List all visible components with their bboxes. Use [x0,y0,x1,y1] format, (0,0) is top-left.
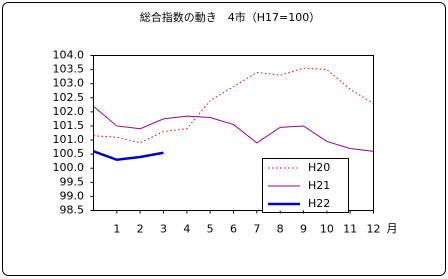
legend-label: H20 [308,161,330,174]
y-tick-label: 98.5 [60,204,85,217]
series-line [93,67,374,144]
y-tick-label: 103.5 [53,63,85,76]
series-line [93,105,374,152]
y-tick-label: 99.5 [60,175,85,188]
x-tick-label: 2 [137,223,144,236]
x-tick-label: 8 [277,223,284,236]
y-tick-label: 100.0 [53,161,85,174]
x-tick-label: 11 [343,223,357,236]
y-tick-label: 101.0 [53,133,85,146]
y-tick-label: 102.5 [53,91,85,104]
x-tick-label: 9 [300,223,307,236]
y-tick-label: 100.5 [53,147,85,160]
y-tick-label: 103.0 [53,77,85,90]
x-tick-label: 3 [160,223,167,236]
legend-label: H21 [308,179,330,192]
y-tick-label: 99.0 [60,189,85,202]
y-tick-label: 104.0 [53,49,85,62]
x-tick-label: 7 [253,223,260,236]
y-tick-label: 102.0 [53,105,85,118]
x-tick-label: 10 [320,223,334,236]
x-tick-label: 6 [230,223,237,236]
x-tick-label: 4 [183,223,190,236]
legend-label: H22 [308,197,330,210]
x-tick-label: 1 [113,223,120,236]
x-axis-label: 月 [387,222,398,235]
x-tick-label: 12 [367,223,381,236]
x-tick-label: 5 [207,223,214,236]
chart-title: 総合指数の動き 4市（H17=100） [140,10,320,24]
y-tick-label: 101.5 [53,119,85,132]
series-line [93,150,164,162]
